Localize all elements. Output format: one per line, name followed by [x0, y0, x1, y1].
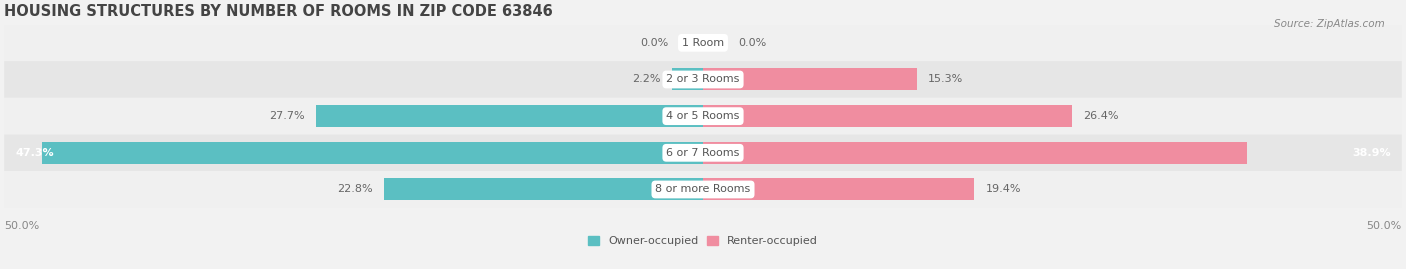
Bar	[42, 142, 703, 164]
FancyBboxPatch shape	[4, 134, 1402, 171]
Bar	[703, 142, 1247, 164]
Text: 47.3%: 47.3%	[15, 148, 53, 158]
Text: 2.2%: 2.2%	[633, 75, 661, 84]
Text: 8 or more Rooms: 8 or more Rooms	[655, 185, 751, 194]
Text: HOUSING STRUCTURES BY NUMBER OF ROOMS IN ZIP CODE 63846: HOUSING STRUCTURES BY NUMBER OF ROOMS IN…	[4, 4, 553, 19]
Legend: Owner-occupied, Renter-occupied: Owner-occupied, Renter-occupied	[588, 236, 818, 246]
Text: 27.7%: 27.7%	[269, 111, 305, 121]
Text: 19.4%: 19.4%	[986, 185, 1021, 194]
Bar	[672, 69, 703, 90]
Bar	[384, 178, 703, 200]
Text: 50.0%: 50.0%	[1367, 221, 1402, 231]
FancyBboxPatch shape	[4, 171, 1402, 208]
Text: 4 or 5 Rooms: 4 or 5 Rooms	[666, 111, 740, 121]
Text: 2 or 3 Rooms: 2 or 3 Rooms	[666, 75, 740, 84]
Text: 26.4%: 26.4%	[1083, 111, 1119, 121]
Text: 0.0%: 0.0%	[640, 38, 668, 48]
Text: 22.8%: 22.8%	[337, 185, 373, 194]
Bar	[316, 105, 703, 127]
Bar	[703, 105, 1071, 127]
Text: 38.9%: 38.9%	[1353, 148, 1391, 158]
Text: 15.3%: 15.3%	[928, 75, 963, 84]
FancyBboxPatch shape	[4, 24, 1402, 61]
Bar	[703, 178, 974, 200]
Text: 6 or 7 Rooms: 6 or 7 Rooms	[666, 148, 740, 158]
Text: Source: ZipAtlas.com: Source: ZipAtlas.com	[1274, 19, 1385, 29]
FancyBboxPatch shape	[4, 98, 1402, 134]
FancyBboxPatch shape	[4, 61, 1402, 98]
Text: 0.0%: 0.0%	[738, 38, 766, 48]
Text: 50.0%: 50.0%	[4, 221, 39, 231]
Bar	[703, 69, 917, 90]
Text: 1 Room: 1 Room	[682, 38, 724, 48]
